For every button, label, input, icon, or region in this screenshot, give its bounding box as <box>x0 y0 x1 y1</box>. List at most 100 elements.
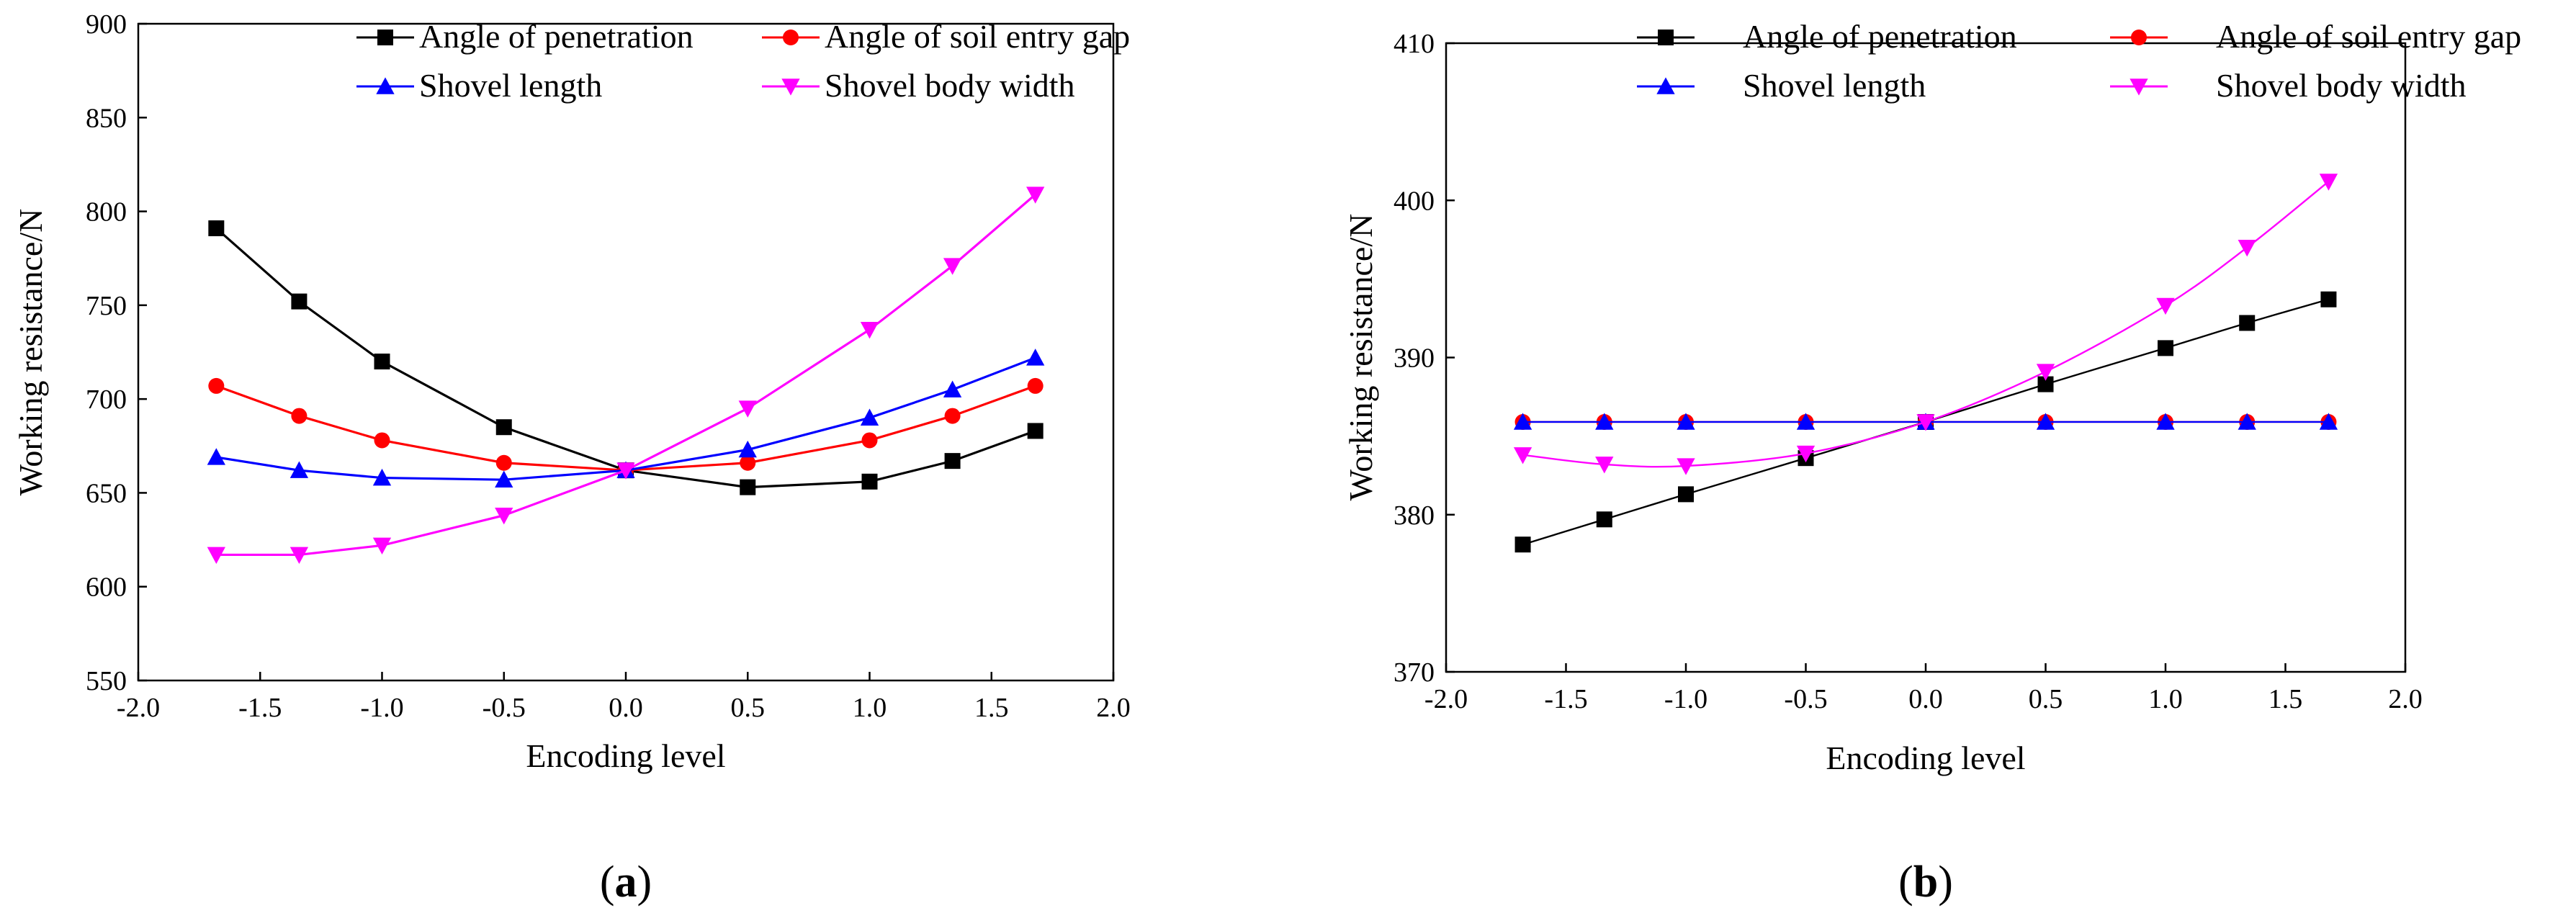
legend-item: Shovel body width <box>762 67 1075 104</box>
y-tick-label: 900 <box>86 9 127 40</box>
legend-label: Angle of penetration <box>419 18 694 55</box>
data-point <box>738 440 757 458</box>
data-point <box>1796 413 1816 430</box>
x-tick-label: 0.0 <box>609 693 643 723</box>
data-point <box>2156 297 2175 315</box>
data-point <box>2158 340 2173 356</box>
legend-marker <box>1656 77 1675 94</box>
data-point <box>374 354 390 370</box>
x-tick-label: 1.0 <box>853 693 887 723</box>
data-point <box>943 258 962 275</box>
y-tick-label: 750 <box>86 291 127 321</box>
x-tick-label: -1.5 <box>1544 684 1587 714</box>
data-point <box>2238 239 2256 257</box>
x-tick-label: -2.0 <box>117 693 160 723</box>
y-axis-title: Working resistance/N <box>12 209 49 496</box>
y-tick-label: 410 <box>1394 29 1435 59</box>
data-point <box>1595 413 1614 430</box>
data-point <box>1026 187 1045 204</box>
legend-marker <box>377 30 393 45</box>
data-point <box>208 220 225 237</box>
legend-label: Angle of soil entry gap <box>2216 18 2521 55</box>
series-line <box>216 193 1036 557</box>
data-point <box>374 432 390 449</box>
data-point <box>495 507 513 525</box>
y-tick-label: 650 <box>86 478 127 508</box>
y-tick-label: 370 <box>1394 657 1435 688</box>
x-tick-label: 0.5 <box>2029 684 2063 714</box>
data-point <box>861 473 878 490</box>
data-point <box>1027 377 1044 394</box>
legend-label: Angle of soil entry gap <box>825 18 1130 55</box>
data-point <box>1677 413 1695 430</box>
legend: Angle of penetration Angle of soil entry … <box>356 18 1130 104</box>
data-point <box>2239 315 2256 331</box>
data-point <box>2319 174 2338 191</box>
legend-label: Shovel length <box>1743 67 1926 104</box>
x-tick-label: 0.0 <box>1908 684 1943 714</box>
legend-label: Shovel body width <box>825 67 1075 104</box>
series-line <box>1522 181 2330 468</box>
y-axis-title: Working resistance/N <box>1342 214 1379 501</box>
chart-panel-b: -2.0 -1.5 -1.0 -0.5 0.0 0.5 1.0 1.5 2.0 370 380 390… <box>1342 18 2521 907</box>
panel-label: (a) <box>600 858 652 907</box>
data-point <box>1026 349 1045 366</box>
series-angle-of-penetration <box>208 220 1044 495</box>
series-shovel-body-width <box>1513 174 2338 475</box>
data-point <box>372 468 392 486</box>
legend-item: Angle of soil entry gap <box>762 18 1130 55</box>
legend-marker <box>2130 78 2148 96</box>
data-point <box>944 408 961 424</box>
data-point <box>860 321 879 339</box>
data-point <box>2156 413 2175 430</box>
x-tick-label: 1.5 <box>2268 684 2303 714</box>
series-shovel-body-width <box>207 187 1045 565</box>
data-point <box>1595 457 1614 474</box>
data-point <box>2036 413 2055 430</box>
data-point <box>1796 445 1816 463</box>
data-point <box>291 408 308 424</box>
data-point <box>1514 536 1531 553</box>
data-point <box>2037 376 2054 392</box>
y-tick-label: 380 <box>1394 500 1435 531</box>
data-point <box>208 377 225 394</box>
legend-marker <box>781 78 800 96</box>
chart-panel-a: -2.0 -1.5 -1.0 -0.5 0.0 0.5 1.0 1.5 2.0 550 600 650… <box>12 9 1131 907</box>
legend-item: Shovel length <box>356 67 602 104</box>
y-tick-label: 850 <box>86 103 127 133</box>
plot-frame <box>1445 42 2407 673</box>
legend-label: Shovel length <box>419 67 602 104</box>
y-tick-label: 700 <box>86 385 127 415</box>
legend-item: Shovel length <box>1637 67 1926 104</box>
data-point <box>2036 364 2055 381</box>
x-tick-label: 1.0 <box>2148 684 2183 714</box>
x-tick-label: 0.5 <box>731 693 766 723</box>
data-point <box>944 453 961 470</box>
legend-marker <box>376 77 395 94</box>
data-point <box>1513 413 1532 430</box>
data-point <box>207 547 225 565</box>
legend-item: Shovel body width <box>2110 67 2467 104</box>
data-point <box>290 547 309 565</box>
data-point <box>860 408 879 426</box>
y-tick-label: 800 <box>86 197 127 228</box>
data-point <box>861 432 878 449</box>
x-tick-label: -1.0 <box>1664 684 1707 714</box>
data-point <box>943 380 962 397</box>
y-tick-label: 400 <box>1394 186 1435 216</box>
legend-item: Angle of soil entry gap <box>2110 18 2521 55</box>
x-axis-title: Encoding level <box>1826 740 2025 776</box>
data-point <box>1596 511 1612 528</box>
y-tick-label: 390 <box>1394 343 1435 374</box>
x-tick-label: -1.5 <box>238 693 282 723</box>
legend-label: Angle of penetration <box>1743 18 2017 55</box>
data-point <box>207 448 225 465</box>
data-point <box>1677 458 1695 475</box>
data-point <box>291 293 308 310</box>
plot-frame <box>137 22 1115 682</box>
x-axis-title: Encoding level <box>526 737 725 774</box>
x-tick-label: 2.0 <box>2388 684 2423 714</box>
x-tick-label: 1.5 <box>974 693 1009 723</box>
x-tick-label: -0.5 <box>483 693 526 723</box>
